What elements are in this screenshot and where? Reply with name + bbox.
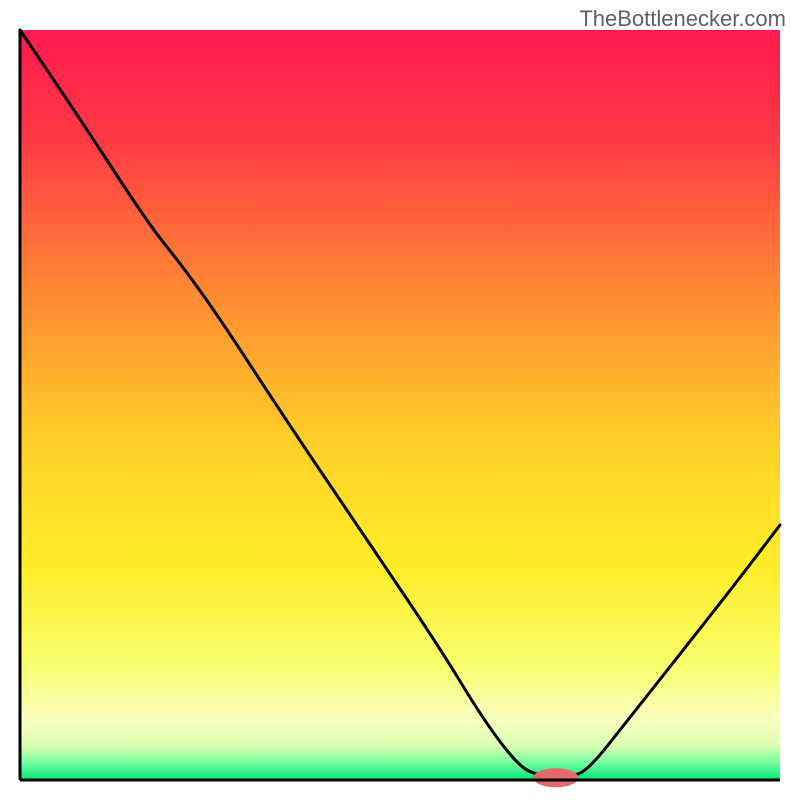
- optimal-marker: [534, 769, 578, 787]
- watermark-text: TheBottleneckеr.com: [579, 6, 786, 32]
- bottleneck-chart: TheBottleneckеr.com: [0, 0, 800, 800]
- chart-background: [20, 30, 780, 780]
- chart-svg: [0, 0, 800, 800]
